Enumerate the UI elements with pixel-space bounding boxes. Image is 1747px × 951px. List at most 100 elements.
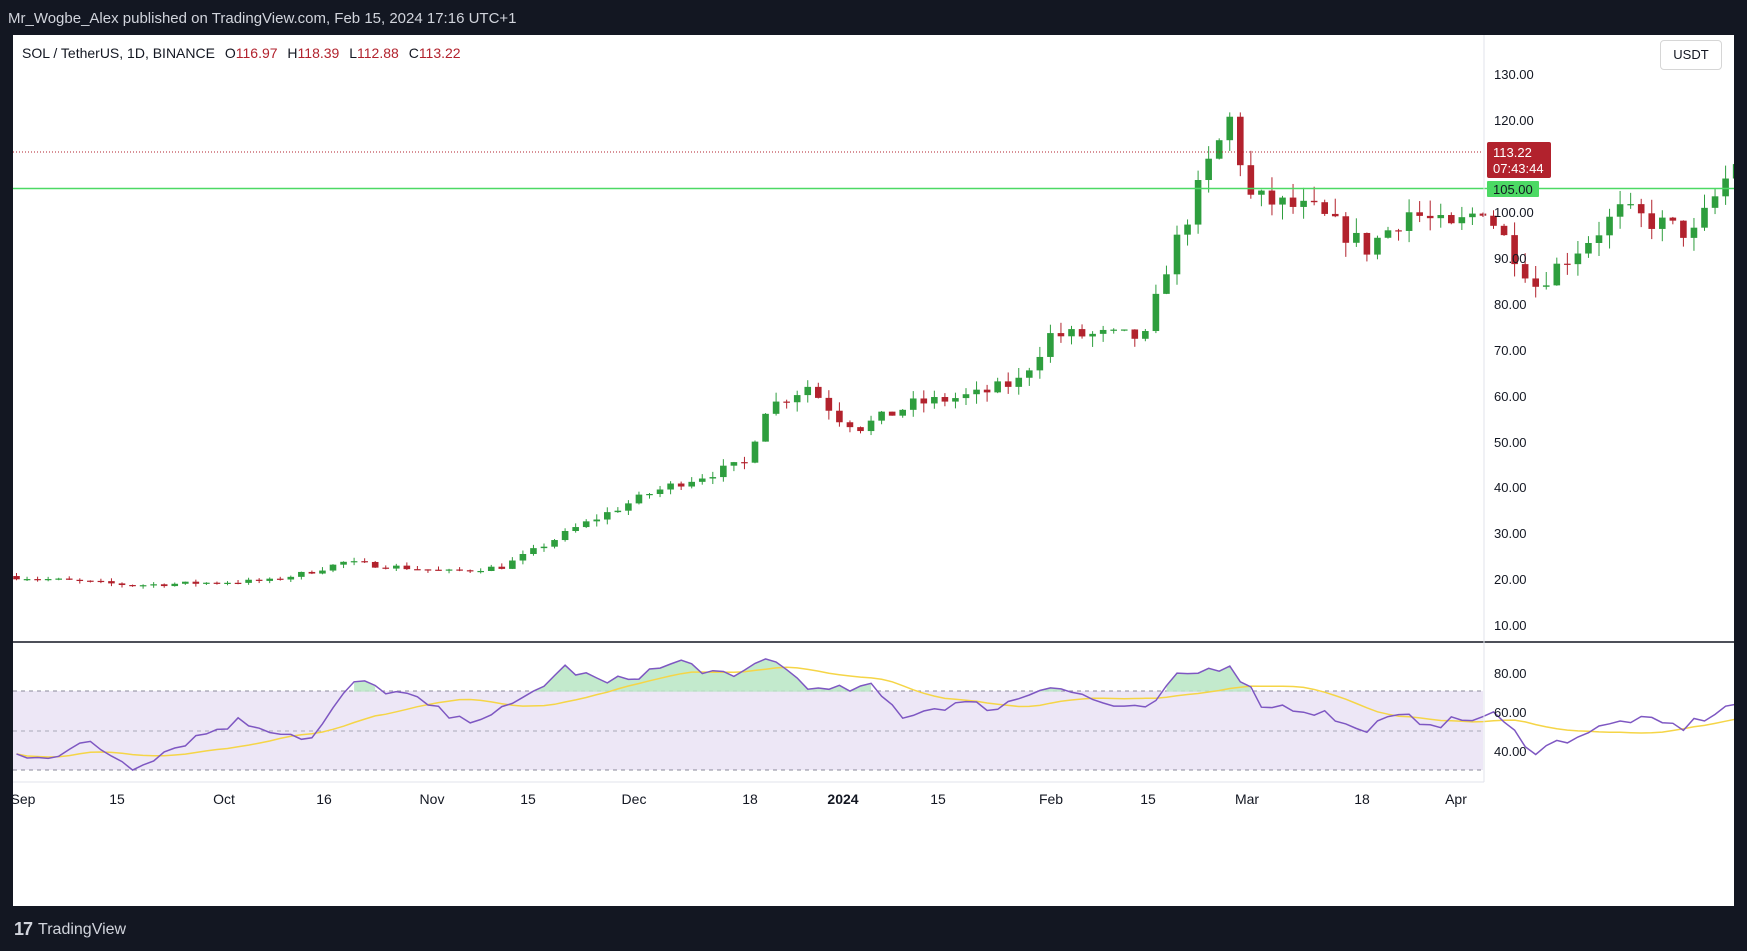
rsi-axis[interactable]: 80.00 60.00 40.00 xyxy=(1494,666,1527,759)
price-tick: 90.00 xyxy=(1494,251,1527,266)
candle-up xyxy=(203,582,210,584)
candle-up xyxy=(1163,274,1170,294)
candle-down xyxy=(1321,202,1328,214)
currency-button[interactable]: USDT xyxy=(1660,40,1722,70)
rsi-overbought-area xyxy=(533,658,872,692)
chart-svg[interactable]: 130.00 120.00 100.00 90.00 80.00 70.00 6… xyxy=(13,35,1734,906)
candle-up xyxy=(551,540,558,547)
price-tick: 50.00 xyxy=(1494,435,1527,450)
candle-down xyxy=(424,569,432,571)
candle-up xyxy=(1068,329,1075,337)
candle-down xyxy=(1490,215,1497,226)
chart-panel[interactable]: 130.00 120.00 100.00 90.00 80.00 70.00 6… xyxy=(13,35,1734,906)
candle-down xyxy=(466,570,474,572)
price-tick: 40.00 xyxy=(1494,480,1527,495)
candle-down xyxy=(1078,329,1086,337)
candle-down xyxy=(192,581,200,584)
candle-up xyxy=(1690,227,1698,238)
candle-down xyxy=(361,561,368,563)
candle-down xyxy=(382,567,390,569)
candle-up xyxy=(245,579,252,583)
candle-down xyxy=(888,411,896,416)
candle-down xyxy=(1511,235,1518,265)
candle-up xyxy=(793,395,801,403)
time-axis[interactable]: Sep 15 Oct 16 Nov 15 Dec 18 2024 15 Feb … xyxy=(13,791,1467,807)
candle-down xyxy=(857,427,864,432)
rsi-tick: 40.00 xyxy=(1494,744,1527,759)
candle-down xyxy=(741,462,748,464)
rsi-tick: 60.00 xyxy=(1494,705,1527,720)
candle-down xyxy=(1268,190,1276,205)
candle-down xyxy=(76,579,84,581)
candle-down xyxy=(65,578,73,580)
rsi-tick: 80.00 xyxy=(1494,666,1527,681)
rsi-ma-line xyxy=(16,666,1734,758)
candle-up xyxy=(1553,263,1561,286)
brand-name: TradingView xyxy=(38,920,127,938)
candle-up xyxy=(1300,200,1307,207)
candle-up xyxy=(1405,212,1413,231)
candle-up xyxy=(973,389,980,395)
candle-up xyxy=(1374,237,1381,255)
time-label: 16 xyxy=(316,791,332,807)
candle-up xyxy=(540,546,548,549)
candle-up xyxy=(445,569,453,571)
time-label: Feb xyxy=(1039,791,1063,807)
candle-up xyxy=(1711,196,1719,208)
candle-up xyxy=(625,503,632,511)
candle-up xyxy=(1616,204,1624,217)
candle-up xyxy=(635,494,643,504)
time-label: Oct xyxy=(213,791,235,807)
candle-up xyxy=(1120,329,1128,331)
candle-up xyxy=(688,481,695,487)
candle-up xyxy=(1215,140,1223,159)
candle-up xyxy=(139,585,147,587)
price-axis[interactable]: 130.00 120.00 100.00 90.00 80.00 70.00 6… xyxy=(1494,67,1534,633)
candle-down xyxy=(1426,215,1434,219)
candle-up xyxy=(340,561,347,565)
candle-down xyxy=(941,397,949,402)
candle-up xyxy=(1015,377,1023,387)
candle-down xyxy=(118,583,126,586)
candle-down xyxy=(403,565,411,570)
candle-down xyxy=(87,580,94,582)
symbol-name[interactable]: SOL / TetherUS, 1D, BINANCE xyxy=(22,45,215,61)
candle-up xyxy=(329,564,337,571)
open-label: O xyxy=(224,45,236,61)
candle-up xyxy=(1701,207,1708,228)
candle-up xyxy=(519,554,527,561)
candle-down xyxy=(1342,216,1350,243)
candle-up xyxy=(1606,216,1613,236)
candle-down xyxy=(825,397,833,411)
candle-up xyxy=(572,527,579,532)
candle-down xyxy=(255,579,263,581)
tradingview-brand[interactable]: 17 TradingView xyxy=(14,919,126,940)
candle-up xyxy=(1173,234,1181,275)
candle-up xyxy=(1194,180,1202,225)
candle-down xyxy=(1331,213,1339,217)
candle-up xyxy=(55,578,62,580)
candle-down xyxy=(815,386,822,398)
low-value: 112.88 xyxy=(357,45,399,61)
rsi-overbought-area xyxy=(354,680,376,692)
candle-down xyxy=(1521,264,1529,279)
time-label: 15 xyxy=(109,791,125,807)
candle-down xyxy=(677,483,685,487)
price-tick: 80.00 xyxy=(1494,297,1527,312)
symbol-legend[interactable]: SOL / TetherUS, 1D, BINANCE O116.97 H118… xyxy=(22,45,461,61)
candle-down xyxy=(456,569,463,571)
price-tick: 60.00 xyxy=(1494,389,1527,404)
candle-up xyxy=(266,578,273,581)
candle-down xyxy=(498,566,506,569)
candle-up xyxy=(878,411,885,421)
candle-up xyxy=(393,565,400,569)
candle-up xyxy=(604,512,611,520)
candle-up xyxy=(487,566,495,571)
time-label: Nov xyxy=(420,791,445,807)
price-tick: 20.00 xyxy=(1494,572,1527,587)
candle-up xyxy=(656,489,664,494)
candle-down xyxy=(836,410,843,423)
candle-up xyxy=(899,409,906,416)
candle-down xyxy=(983,389,991,393)
price-tick: 130.00 xyxy=(1494,67,1534,82)
